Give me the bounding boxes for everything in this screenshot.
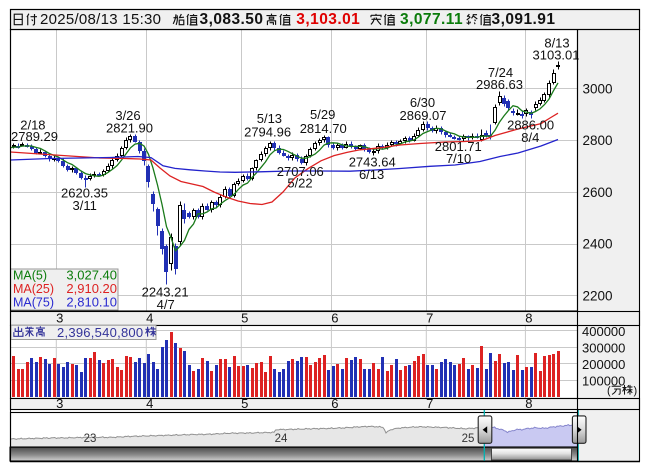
svg-text:2800: 2800 — [583, 133, 613, 148]
svg-text:2801.71: 2801.71 — [435, 139, 482, 154]
svg-text:2243.21: 2243.21 — [142, 284, 189, 299]
svg-text:2,910.20: 2,910.20 — [66, 281, 117, 296]
svg-text:2400: 2400 — [583, 237, 613, 252]
svg-text:2707.06: 2707.06 — [277, 164, 324, 179]
svg-text:7: 7 — [426, 396, 433, 411]
svg-text:3/11: 3/11 — [73, 198, 97, 213]
svg-text:6: 6 — [331, 396, 338, 411]
svg-text:2821.90: 2821.90 — [106, 121, 153, 136]
svg-text:23: 23 — [84, 433, 97, 445]
svg-text:4: 4 — [146, 396, 153, 411]
svg-text:2,396,540,800: 2,396,540,800 — [57, 325, 143, 340]
svg-text:7/24: 7/24 — [488, 65, 513, 80]
svg-text:2886.00: 2886.00 — [507, 118, 554, 133]
svg-text:MA(5): MA(5) — [13, 269, 47, 283]
svg-text:2025/08/13 15:30: 2025/08/13 15:30 — [40, 11, 161, 28]
svg-text:3: 3 — [56, 396, 63, 411]
svg-text:2600: 2600 — [583, 185, 613, 200]
svg-text:25: 25 — [462, 433, 475, 445]
svg-text:5: 5 — [241, 396, 248, 411]
svg-text:5/22: 5/22 — [287, 176, 312, 191]
svg-text:4/7: 4/7 — [157, 297, 175, 312]
svg-text:400000: 400000 — [582, 324, 625, 339]
svg-text:3,103.01: 3,103.01 — [296, 11, 360, 28]
svg-text:2,810.10: 2,810.10 — [66, 295, 117, 310]
svg-text:5: 5 — [241, 311, 248, 326]
svg-text:): ) — [634, 385, 638, 397]
svg-text:3,077.11: 3,077.11 — [400, 11, 463, 28]
svg-text:2814.70: 2814.70 — [300, 121, 347, 136]
svg-text:24: 24 — [275, 433, 288, 445]
svg-text:3,027.40: 3,027.40 — [66, 268, 117, 283]
svg-text:2/18: 2/18 — [20, 117, 45, 132]
svg-text:2986.63: 2986.63 — [476, 77, 523, 92]
svg-text:MA(75): MA(75) — [13, 296, 54, 310]
svg-text:7: 7 — [426, 311, 433, 326]
svg-text:7/10: 7/10 — [446, 151, 471, 166]
svg-text:8: 8 — [525, 311, 532, 326]
svg-text:100000: 100000 — [582, 374, 625, 389]
svg-text:5/29: 5/29 — [310, 107, 335, 122]
svg-text:(: ( — [607, 385, 611, 397]
svg-text:3: 3 — [56, 311, 63, 326]
svg-text:2620.35: 2620.35 — [61, 186, 108, 201]
svg-text:8/13: 8/13 — [544, 35, 569, 50]
svg-text:8: 8 — [525, 396, 532, 411]
svg-text:2869.07: 2869.07 — [400, 108, 447, 123]
svg-text:6: 6 — [331, 311, 338, 326]
svg-text:MA(25): MA(25) — [13, 282, 54, 296]
svg-text:200000: 200000 — [582, 357, 625, 372]
svg-text:6/30: 6/30 — [410, 95, 435, 110]
svg-text:3103.01: 3103.01 — [533, 48, 580, 63]
svg-text:2200: 2200 — [583, 288, 613, 303]
svg-text:6/13: 6/13 — [359, 167, 384, 182]
svg-text:3,091.91: 3,091.91 — [492, 11, 556, 28]
svg-text:2743.64: 2743.64 — [349, 154, 396, 169]
svg-text:2794.96: 2794.96 — [244, 124, 291, 139]
svg-text:3,083.50: 3,083.50 — [200, 11, 264, 28]
svg-text:3000: 3000 — [583, 81, 613, 96]
svg-text:5/13: 5/13 — [257, 111, 282, 126]
svg-text:2789.29: 2789.29 — [11, 129, 58, 144]
svg-text:300000: 300000 — [582, 341, 625, 356]
svg-text:8/4: 8/4 — [521, 130, 539, 145]
svg-text:3/26: 3/26 — [115, 108, 140, 123]
svg-text:4: 4 — [146, 311, 153, 326]
